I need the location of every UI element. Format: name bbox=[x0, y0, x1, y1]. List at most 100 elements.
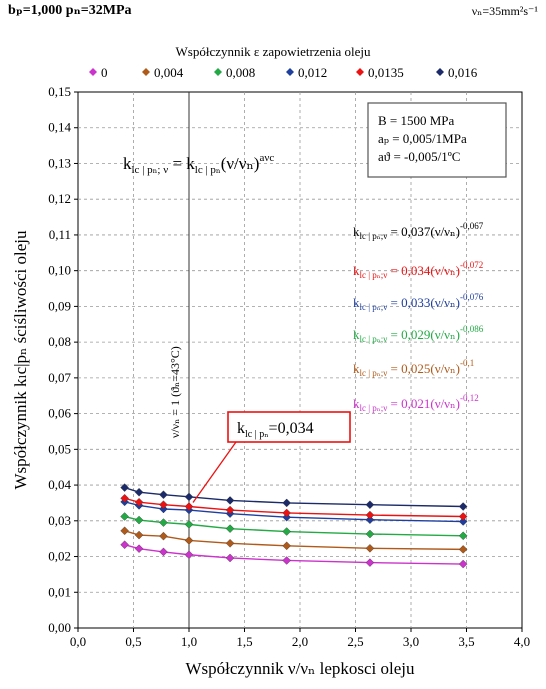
fit-k: k bbox=[353, 396, 360, 411]
fit-sub: lc | pₙ;ν bbox=[360, 270, 388, 280]
data-point bbox=[365, 510, 375, 520]
series-line-0 bbox=[124, 544, 464, 565]
fit-exp: -0,1 bbox=[460, 358, 474, 368]
data-point bbox=[159, 531, 168, 541]
data-point bbox=[134, 487, 144, 497]
data-point bbox=[458, 559, 468, 569]
fit-eq: = bbox=[387, 295, 401, 310]
main-formula: klc | pₙ; ν = klc | pₙ(ν/νₙ)aνc bbox=[123, 152, 274, 176]
header-conditions: bₚ=1,000 pₙ=32MPa bbox=[8, 3, 132, 18]
y-tick-label: 0,03 bbox=[48, 513, 71, 528]
y-tick-label: 0,14 bbox=[48, 120, 71, 135]
params-line-0: B = 1500 MPa bbox=[378, 113, 455, 128]
data-point bbox=[458, 517, 468, 526]
callout-k: k bbox=[237, 420, 245, 437]
data-point bbox=[225, 539, 235, 548]
fit-eq: = bbox=[387, 361, 401, 376]
callout-text: klc | pₙ=0,034 bbox=[237, 420, 314, 440]
data-point bbox=[120, 483, 129, 492]
main-formula-eq: = k bbox=[168, 154, 195, 173]
data-point bbox=[184, 520, 194, 529]
x-tick-label: 1,0 bbox=[181, 634, 197, 649]
x-tick-label: 0,5 bbox=[125, 634, 141, 649]
data-point bbox=[365, 515, 375, 525]
fit-label-1: klc | pₙ;ν = 0,034(ν/νₙ)-0,072 bbox=[353, 260, 483, 280]
y-tick-label: 0,01 bbox=[48, 584, 71, 599]
series-line-4 bbox=[124, 497, 464, 518]
fit-coef: 0,034(ν/νₙ) bbox=[401, 263, 460, 278]
fit-k: k bbox=[353, 224, 360, 239]
data-point bbox=[120, 526, 129, 536]
legend-label-3: 0,012 bbox=[298, 65, 327, 80]
fit-exp: -0,12 bbox=[460, 393, 479, 403]
data-point bbox=[159, 500, 168, 510]
data-point bbox=[159, 547, 168, 557]
legend-label-4: 0,0135 bbox=[368, 65, 404, 80]
fit-k: k bbox=[353, 295, 360, 310]
data-point bbox=[458, 502, 468, 511]
fit-exp: -0,086 bbox=[460, 324, 484, 334]
y-tick-label: 0,00 bbox=[48, 620, 71, 635]
fit-eq: = bbox=[387, 327, 401, 342]
legend-label-2: 0,008 bbox=[226, 65, 255, 80]
main-formula-sub: lc | pₙ; ν bbox=[132, 164, 169, 176]
data-point bbox=[282, 556, 291, 565]
y-tick-label: 0,10 bbox=[48, 263, 71, 278]
data-point bbox=[282, 512, 291, 522]
data-point bbox=[365, 558, 375, 567]
legend-marker-2 bbox=[214, 68, 222, 76]
main-formula-k: k bbox=[123, 154, 132, 173]
data-point bbox=[120, 494, 129, 503]
data-point bbox=[184, 502, 194, 511]
y-tick-label: 0,04 bbox=[48, 477, 71, 492]
data-point bbox=[282, 527, 291, 536]
legend-label-5: 0,016 bbox=[448, 65, 478, 80]
params-box bbox=[367, 102, 507, 178]
y-tick-label: 0,06 bbox=[48, 406, 71, 421]
data-point bbox=[282, 541, 291, 551]
legend-label-1: 0,004 bbox=[154, 65, 184, 80]
y-axis-label: Współczynnik kₗc|pₙ ściśliwości oleju bbox=[11, 230, 30, 489]
y-tick-label: 0,05 bbox=[48, 441, 71, 456]
data-point bbox=[225, 553, 235, 563]
fit-sub: lc | pₙ;ν bbox=[360, 403, 388, 413]
legend-marker-0 bbox=[89, 68, 97, 76]
data-point bbox=[184, 550, 194, 560]
data-point bbox=[184, 536, 194, 545]
data-point bbox=[159, 518, 168, 527]
params-line-2: aϑ = -0,005/1ºC bbox=[378, 149, 460, 164]
data-point bbox=[134, 515, 144, 525]
fit-label-4: klc | pₙ;ν = 0,025(ν/νₙ)-0,1 bbox=[353, 358, 474, 378]
fit-coef: 0,029(ν/νₙ) bbox=[401, 327, 460, 342]
fit-label-5: klc | pₙ;ν = 0,021(ν/νₙ)-0,12 bbox=[353, 393, 479, 413]
fit-sub: lc | pₙ;ν bbox=[360, 334, 388, 344]
data-point bbox=[159, 490, 168, 499]
main-formula-rhs: (ν/νₙ) bbox=[221, 154, 260, 173]
params-line-1: aₚ = 0,005/1MPa bbox=[378, 131, 467, 146]
legend-marker-1 bbox=[142, 68, 150, 76]
data-point bbox=[184, 492, 194, 502]
fit-k: k bbox=[353, 361, 360, 376]
fit-eq: = bbox=[387, 396, 401, 411]
callout-box bbox=[227, 411, 351, 443]
data-point bbox=[225, 505, 235, 515]
data-point bbox=[134, 544, 144, 553]
legend-label-0: 0 bbox=[101, 65, 108, 80]
callout-pointer bbox=[192, 441, 237, 503]
y-tick-label: 0,11 bbox=[49, 227, 71, 242]
fit-label-3: klc | pₙ;ν = 0,029(ν/νₙ)-0,086 bbox=[353, 324, 484, 344]
callout-value: =0,034 bbox=[269, 420, 314, 437]
header-viscosity: νₙ=35mm²s⁻¹ bbox=[471, 4, 538, 18]
fit-eq: = bbox=[387, 224, 401, 239]
x-tick-label: 2,0 bbox=[292, 634, 308, 649]
legend-marker-4 bbox=[356, 68, 364, 76]
y-tick-label: 0,09 bbox=[48, 298, 71, 313]
x-tick-label: 3,5 bbox=[458, 634, 474, 649]
main-formula-exp: aνc bbox=[259, 152, 274, 164]
callout-sub: lc | pₙ bbox=[245, 429, 269, 440]
data-point bbox=[458, 545, 468, 554]
x-tick-label: 3,0 bbox=[403, 634, 419, 649]
fit-sub: lc | pₙ;ν bbox=[360, 368, 388, 378]
x-axis-label: Współczynnik ν/νₙ lepkosci oleju bbox=[185, 659, 415, 678]
fit-coef: 0,021(ν/νₙ) bbox=[401, 396, 460, 411]
